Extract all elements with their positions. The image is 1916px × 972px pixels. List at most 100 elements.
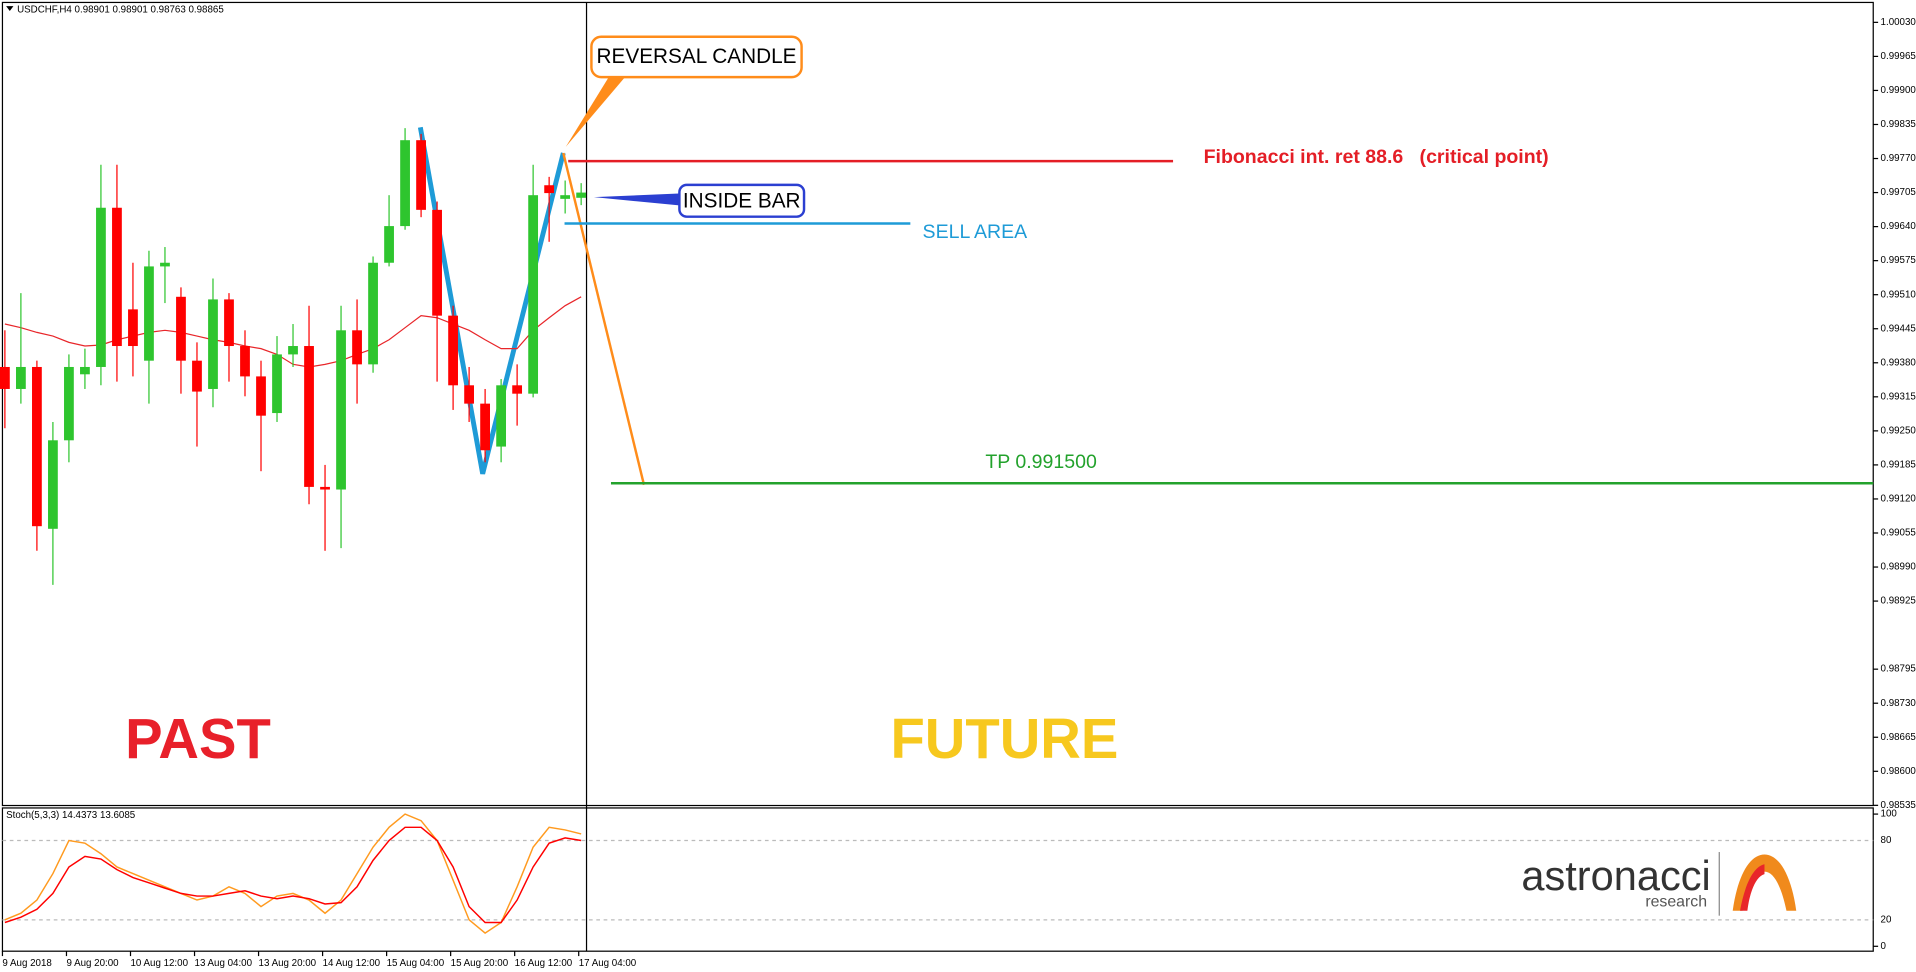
candle-body — [16, 366, 26, 389]
candle-body — [144, 266, 154, 361]
y-tick-label: 0.99510 — [1881, 289, 1916, 300]
candle-body — [352, 330, 362, 365]
candle-body — [512, 385, 523, 394]
x-tick-label: 9 Aug 20:00 — [66, 958, 119, 969]
projection-line — [562, 152, 646, 486]
candle-body — [528, 195, 539, 394]
y-tick-label: 0.99445 — [1881, 323, 1916, 334]
candle-body — [432, 209, 442, 316]
stoch-line — [4, 813, 582, 934]
y-tick-label: 0 — [1881, 941, 1887, 952]
y-tick-label: 0.98535 — [1881, 800, 1916, 811]
candle-body — [128, 309, 138, 347]
candle-body — [336, 330, 346, 490]
y-tick-label: 0.98795 — [1881, 664, 1916, 675]
stoch-frame — [1, 807, 1874, 952]
y-tick-label: 0.98925 — [1881, 596, 1916, 607]
candle-body — [112, 207, 122, 347]
main-frame — [1, 1, 1874, 807]
candle-body — [224, 299, 234, 347]
candle-body — [288, 346, 298, 355]
logo-name: astronacci — [1521, 852, 1710, 899]
y-tick-label: 0.99835 — [1881, 119, 1916, 130]
callout-box — [590, 35, 803, 79]
candle-body — [304, 346, 314, 487]
candle-body — [448, 315, 458, 386]
callout-box — [678, 183, 806, 218]
y-tick-label: 0.99315 — [1881, 391, 1916, 402]
level-label: SELL AREA — [923, 221, 1028, 243]
future-label: FUTURE — [890, 707, 1118, 770]
callout-text: INSIDE BAR — [683, 189, 801, 212]
candle-body — [400, 140, 410, 227]
candle-body — [240, 346, 250, 377]
past-label: PAST — [125, 707, 271, 770]
candle-body — [48, 440, 58, 529]
candle-body — [32, 366, 42, 527]
y-tick-label: 0.98665 — [1881, 732, 1916, 743]
x-tick-label: 10 Aug 12:00 — [131, 958, 189, 969]
x-tick-label: 14 Aug 12:00 — [323, 958, 381, 969]
y-tick-label: 0.99055 — [1881, 528, 1916, 539]
level-label: Fibonacci int. ret 88.6 (critical point) — [1204, 146, 1549, 168]
candle-body — [160, 262, 170, 267]
candle-body — [464, 385, 474, 404]
y-tick-label: 0.99185 — [1881, 459, 1916, 470]
candle-body — [80, 366, 90, 375]
x-tick-label: 15 Aug 04:00 — [387, 958, 445, 969]
y-tick-label: 0.99705 — [1881, 187, 1916, 198]
candle-body — [208, 299, 218, 389]
stoch-title: Stoch(5,3,3) 14.4373 13.6085 — [6, 810, 136, 821]
candle-body — [544, 185, 555, 194]
chart-title: USDCHF,H4 0.98901 0.98901 0.98763 0.9886… — [17, 4, 224, 15]
logo-icon — [1740, 864, 1765, 911]
candle-body — [496, 385, 507, 447]
y-tick-label: 1.00030 — [1881, 17, 1916, 28]
logo-icon — [1732, 854, 1797, 911]
candle-body — [256, 376, 266, 416]
x-tick-label: 15 Aug 20:00 — [451, 958, 509, 969]
candle-body — [96, 207, 106, 367]
candle-body — [480, 403, 490, 451]
y-tick-label: 0.99965 — [1881, 51, 1916, 62]
y-tick-label: 0.99770 — [1881, 153, 1916, 164]
y-tick-label: 0.98990 — [1881, 562, 1916, 573]
y-tick-label: 0.99575 — [1881, 255, 1916, 266]
y-tick-label: 0.99900 — [1881, 85, 1916, 96]
x-tick-label: 13 Aug 20:00 — [259, 958, 317, 969]
y-tick-label: 80 — [1881, 835, 1892, 846]
y-tick-label: 0.99250 — [1881, 425, 1916, 436]
level-label: TP 0.991500 — [985, 451, 1097, 473]
stoch-line — [4, 826, 582, 924]
candle-body — [576, 192, 587, 198]
x-tick-label: 16 Aug 12:00 — [515, 958, 573, 969]
y-tick-label: 0.98600 — [1881, 766, 1916, 777]
y-tick-label: 0.98730 — [1881, 698, 1916, 709]
y-tick-label: 20 — [1881, 914, 1892, 925]
candle-body — [64, 366, 74, 441]
callout-pointer — [593, 193, 682, 206]
menu-arrow — [6, 6, 14, 12]
x-tick-label: 17 Aug 04:00 — [579, 958, 637, 969]
logo-tagline: research — [1645, 893, 1707, 910]
candle-body — [272, 354, 282, 414]
candle-body — [416, 140, 426, 210]
candle-body — [176, 296, 186, 361]
callout-text: REVERSAL CANDLE — [597, 45, 797, 68]
y-tick-label: 100 — [1881, 809, 1898, 820]
candle-body — [560, 195, 571, 199]
candle-body — [0, 366, 10, 389]
candle-body — [320, 486, 330, 490]
candle-body — [384, 226, 394, 263]
y-tick-label: 0.99640 — [1881, 221, 1916, 232]
y-tick-label: 0.99120 — [1881, 494, 1916, 505]
candle-body — [192, 360, 202, 392]
y-tick-label: 0.99380 — [1881, 357, 1916, 368]
x-tick-label: 9 Aug 2018 — [2, 958, 51, 969]
x-tick-label: 13 Aug 04:00 — [195, 958, 253, 969]
candle-body — [368, 262, 378, 365]
